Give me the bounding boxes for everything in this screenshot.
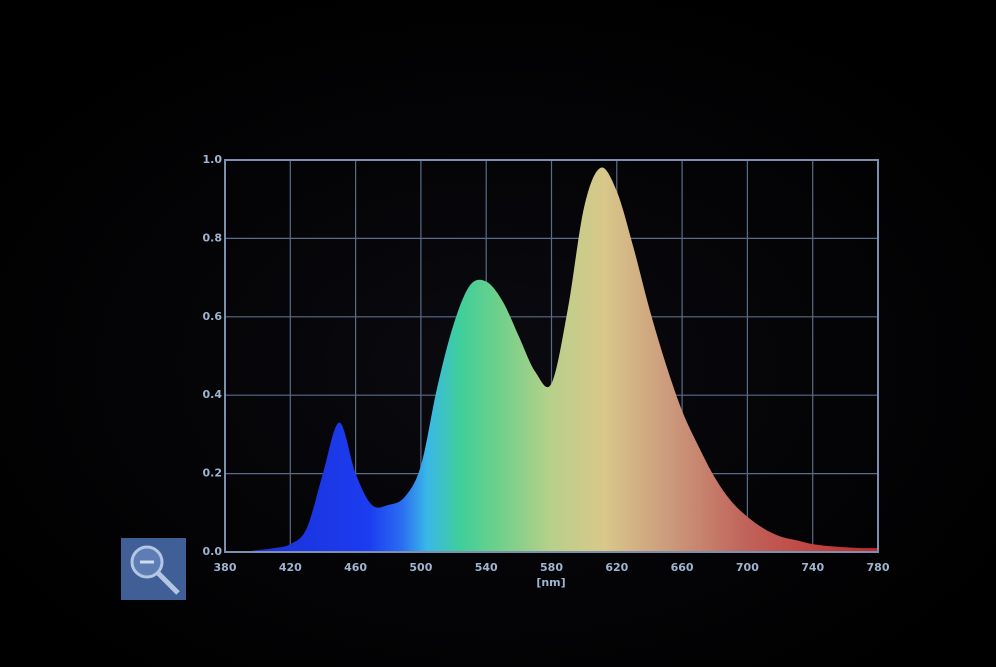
- x-tick-label: 780: [867, 561, 890, 574]
- y-tick-label: 0.0: [203, 545, 223, 558]
- x-tick-label: 620: [605, 561, 628, 574]
- y-tick-label: 0.4: [203, 388, 223, 401]
- x-tick-label: 700: [736, 561, 759, 574]
- zoom-button[interactable]: [121, 538, 186, 600]
- x-tick-label: 460: [344, 561, 367, 574]
- y-tick-label: 0.6: [203, 310, 223, 323]
- x-tick-label: 380: [214, 561, 237, 574]
- chart: [nm] 0.0 0.2 0.4 0.6 0.8 1.0 380 420 460 500 540 58…: [0, 0, 996, 667]
- x-tick-label: 580: [540, 561, 563, 574]
- x-tick-label: 500: [409, 561, 432, 574]
- x-tick-label: 740: [801, 561, 824, 574]
- x-axis-label: [nm]: [536, 576, 565, 589]
- x-tick-label: 540: [475, 561, 498, 574]
- x-tick-label: 660: [671, 561, 694, 574]
- y-tick-label: 0.2: [203, 467, 223, 480]
- y-tick-label: 1.0: [203, 153, 223, 166]
- y-tick-label: 0.8: [203, 231, 223, 244]
- x-tick-label: 420: [279, 561, 302, 574]
